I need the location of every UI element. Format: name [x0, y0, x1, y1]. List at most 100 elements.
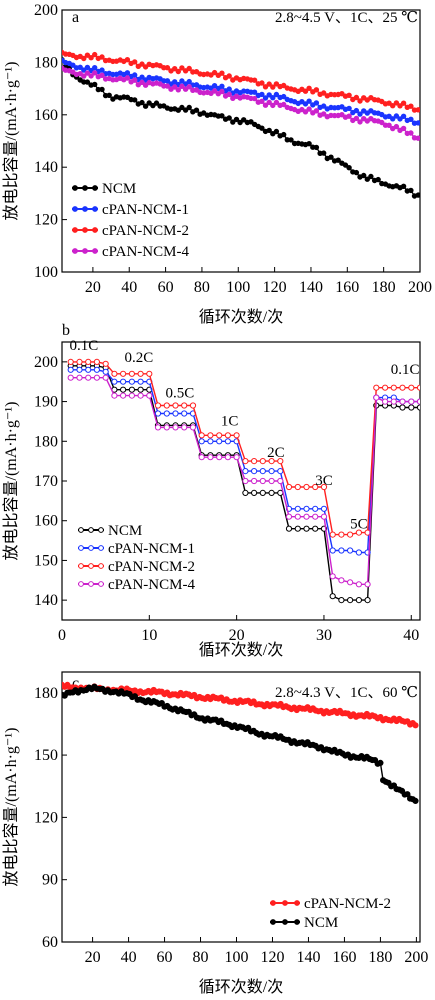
data-point — [128, 378, 135, 385]
data-point — [137, 370, 144, 377]
data-point — [357, 98, 363, 104]
data-point — [373, 394, 380, 401]
legend-item-cpan-ncm-1: cPAN-NCM-1 — [78, 541, 195, 557]
y-tick-label: 170 — [34, 473, 58, 490]
data-point — [329, 547, 336, 554]
data-point — [179, 104, 185, 111]
data-point — [172, 79, 178, 85]
data-point — [146, 370, 153, 377]
data-point — [346, 113, 352, 119]
legend-label: NCM — [304, 915, 338, 931]
data-point — [208, 72, 214, 78]
data-point — [219, 88, 225, 95]
data-point — [321, 90, 327, 96]
data-point — [320, 483, 328, 491]
x-tick-label: 140 — [299, 279, 323, 296]
data-point — [320, 513, 328, 520]
data-point — [182, 107, 189, 113]
data-point — [93, 374, 101, 381]
data-point — [266, 81, 272, 87]
data-point — [163, 410, 170, 417]
data-point — [76, 366, 83, 373]
x-tick-label: 20 — [229, 627, 245, 644]
data-point — [219, 70, 225, 76]
data-point — [259, 489, 266, 496]
data-point — [303, 505, 310, 512]
data-point — [361, 172, 367, 179]
data-point — [216, 432, 223, 439]
data-point — [164, 65, 171, 71]
data-point — [277, 458, 284, 465]
series-cpan-ncm-2 — [62, 49, 420, 113]
legend-marker — [294, 919, 300, 925]
data-point — [408, 187, 414, 194]
data-point — [208, 85, 214, 91]
data-point — [338, 531, 345, 538]
data-point — [270, 84, 276, 90]
y-tick-label: 200 — [34, 2, 58, 19]
legend-item-cpan-ncm-4: cPAN-NCM-4 — [72, 244, 189, 260]
data-point — [339, 104, 345, 110]
data-point — [335, 157, 341, 163]
data-point — [303, 525, 310, 532]
x-tick-label: 160 — [335, 279, 359, 296]
legend-item-cpan-ncm-2: cPAN-NCM-2 — [270, 896, 391, 912]
data-point — [251, 468, 258, 475]
data-point — [355, 581, 362, 588]
data-point — [216, 454, 223, 461]
legend-marker — [82, 248, 88, 254]
data-point — [233, 454, 240, 461]
data-point — [164, 78, 171, 84]
data-point — [92, 70, 98, 76]
data-point — [102, 368, 109, 375]
data-point — [397, 116, 403, 122]
data-point — [211, 83, 218, 89]
data-point — [357, 111, 363, 117]
data-point — [226, 86, 232, 92]
data-point — [179, 65, 185, 71]
data-point — [259, 468, 266, 475]
data-point — [124, 94, 131, 101]
data-point — [364, 597, 371, 604]
data-point — [172, 402, 179, 409]
data-point — [364, 581, 371, 588]
x-tick-label: 20 — [85, 279, 101, 296]
data-point — [132, 72, 138, 78]
x-tick-label: 200 — [408, 279, 432, 296]
x-tick-label: 200 — [404, 949, 428, 966]
data-point — [226, 91, 232, 98]
data-point — [390, 103, 396, 109]
data-point — [285, 525, 293, 532]
data-point — [230, 119, 236, 125]
data-point — [139, 79, 145, 86]
data-point — [382, 398, 389, 405]
data-point — [142, 77, 149, 83]
data-point — [312, 513, 319, 520]
data-point — [99, 86, 105, 93]
data-point — [368, 173, 374, 180]
legend-marker — [98, 581, 104, 587]
data-point — [179, 83, 185, 90]
data-point — [99, 72, 105, 79]
panel-b: 0 10 20 30 40 140 150 160 170 180 190 200 循环次数/次 放电比容… — [2, 322, 421, 659]
data-point — [408, 384, 415, 391]
x-tick-label: 0 — [58, 627, 66, 644]
y-tick-label: 90 — [42, 872, 58, 889]
series-cpan-ncm-2 — [67, 358, 420, 538]
data-point — [306, 106, 312, 112]
y-axis-label: 放电比容量/(mA·h·g⁻¹) — [2, 61, 20, 220]
data-point — [259, 125, 265, 131]
x-tick-label: 180 — [368, 949, 392, 966]
legend-marker — [270, 900, 276, 906]
data-point — [241, 117, 247, 123]
data-point — [262, 84, 269, 90]
data-point — [379, 98, 385, 105]
data-point — [355, 597, 362, 604]
data-point — [347, 547, 354, 554]
data-point — [224, 438, 231, 445]
data-point — [288, 137, 294, 143]
data-point — [353, 169, 360, 176]
data-point — [85, 366, 92, 373]
data-point — [189, 424, 197, 431]
data-point — [302, 88, 309, 94]
